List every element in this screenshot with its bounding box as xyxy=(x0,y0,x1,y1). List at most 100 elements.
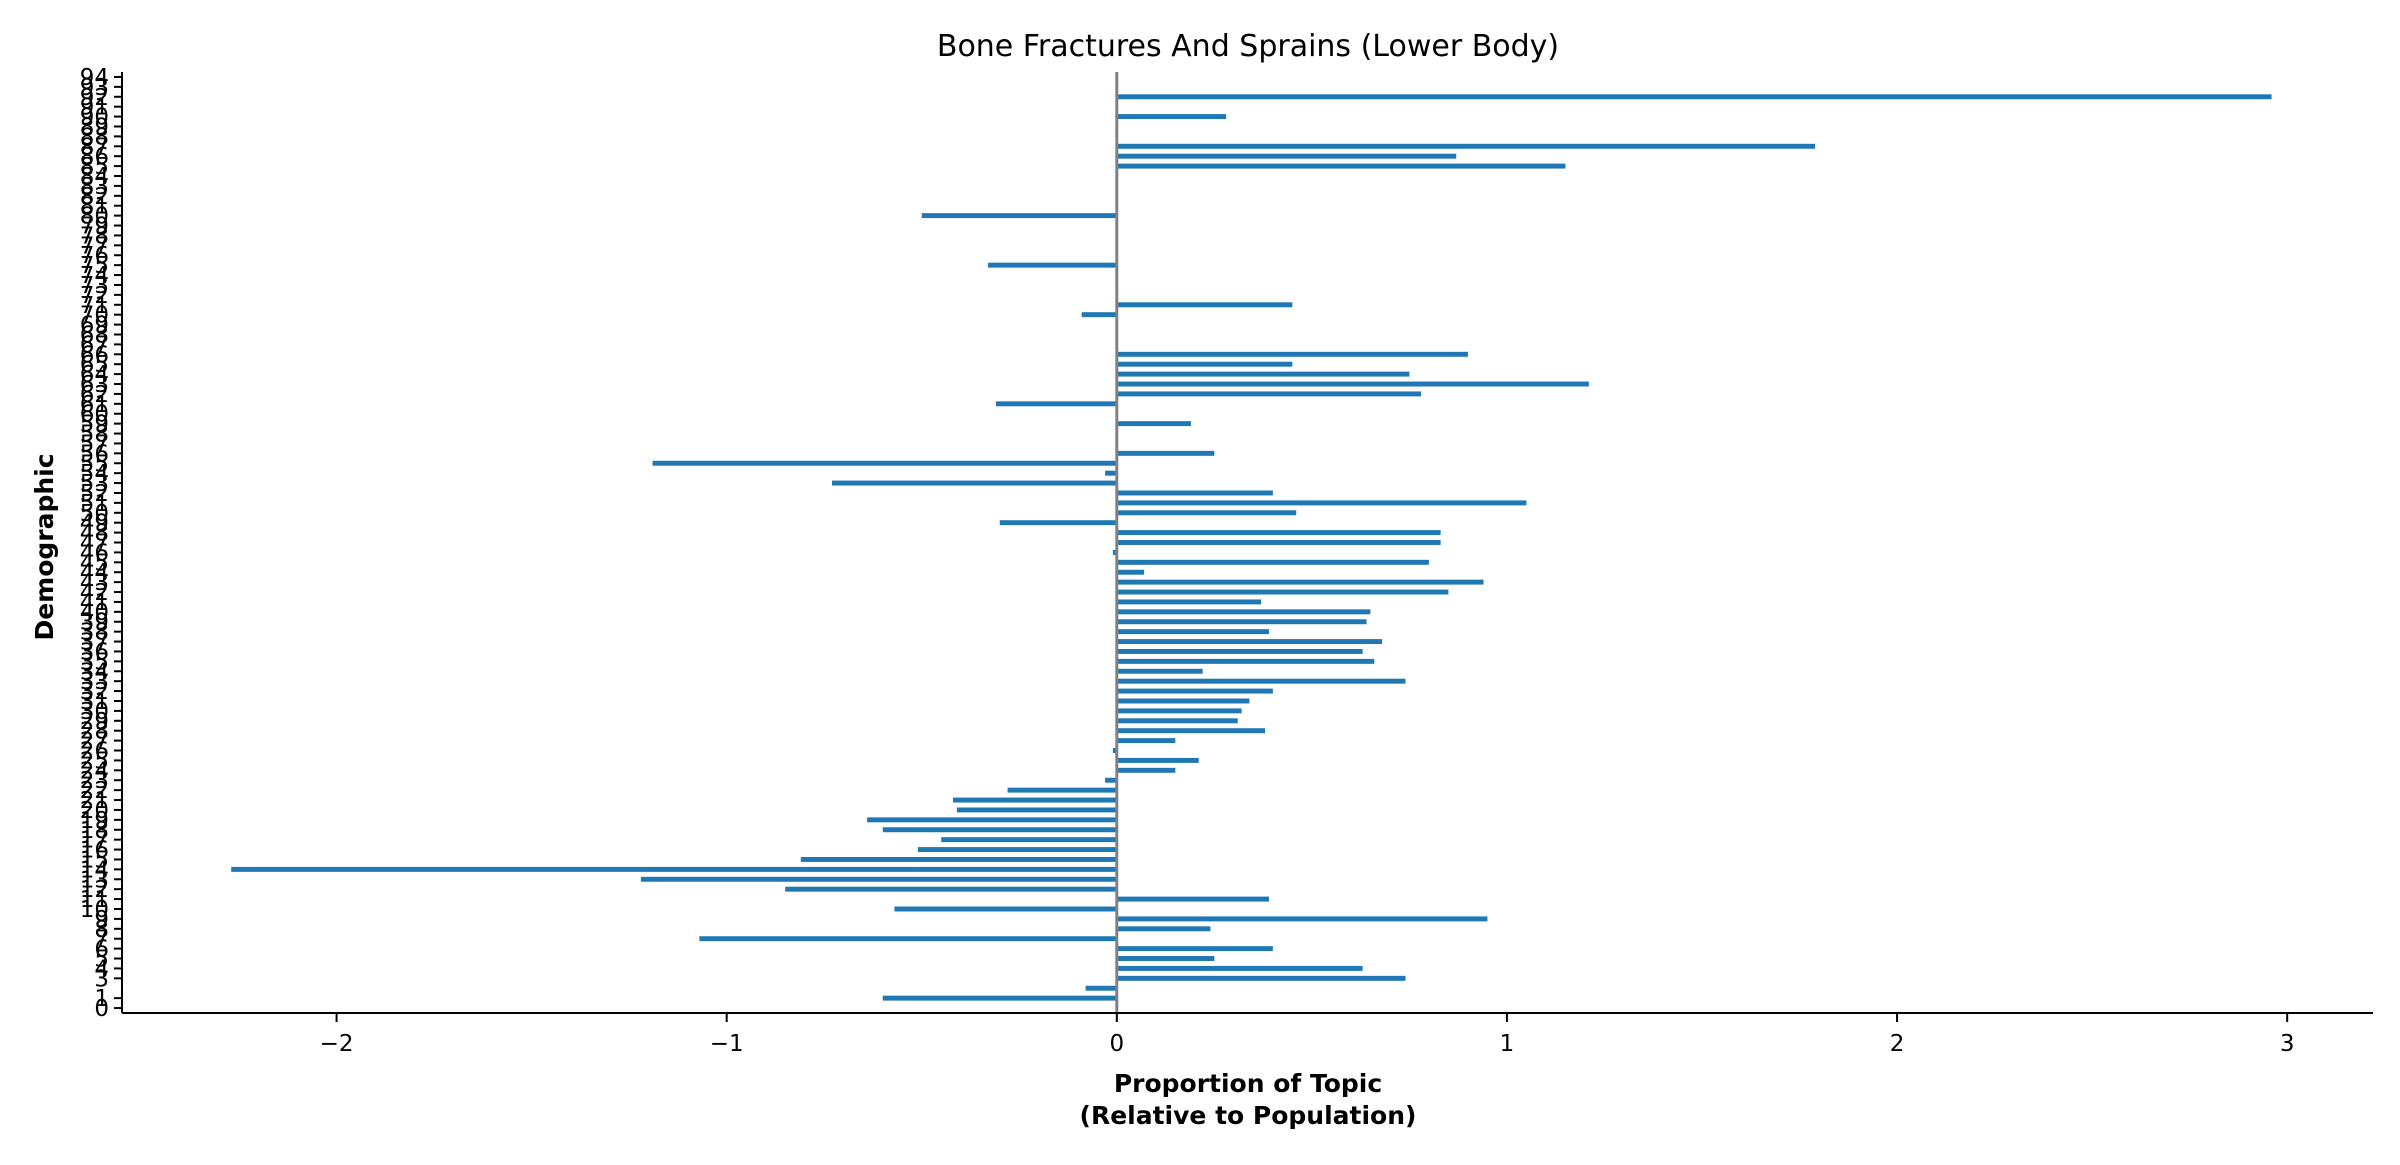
y-tick-label: 35 xyxy=(80,649,109,675)
bar-12 xyxy=(785,886,1117,892)
bar-90 xyxy=(1116,114,1227,120)
bar-44 xyxy=(1116,569,1145,575)
y-tick-label: 26 xyxy=(80,739,109,765)
y-tick-label: 76 xyxy=(80,243,109,269)
y-tick-label: 49 xyxy=(80,511,109,537)
y-tick-label: 48 xyxy=(80,521,109,547)
bar-3 xyxy=(1116,975,1406,981)
y-tick-label: 50 xyxy=(80,501,109,527)
y-ticks: 0134567891011121314151617181920212223242… xyxy=(80,65,122,1022)
y-tick-label: 18 xyxy=(80,818,109,844)
bar-7 xyxy=(699,936,1117,942)
bar-61 xyxy=(995,401,1117,407)
bar-65 xyxy=(1116,361,1293,367)
y-tick-label: 78 xyxy=(80,223,109,249)
chart-title: Bone Fractures And Sprains (Lower Body) xyxy=(937,29,1559,64)
y-tick-label: 30 xyxy=(80,699,109,725)
y-tick-label: 1 xyxy=(94,986,109,1012)
bar-64 xyxy=(1116,371,1410,377)
bars-layer xyxy=(231,94,2272,1001)
y-tick-label: 4 xyxy=(94,956,109,982)
y-tick-label: 82 xyxy=(80,184,109,210)
bar-16 xyxy=(917,847,1117,853)
y-tick-label: 80 xyxy=(80,204,109,230)
bar-48 xyxy=(1116,530,1441,536)
bar-24 xyxy=(1116,767,1176,773)
y-tick-label: 89 xyxy=(80,114,109,140)
y-tick-label: 70 xyxy=(80,303,109,329)
bar-28 xyxy=(1116,728,1266,734)
y-tick-label: 71 xyxy=(80,293,109,319)
y-tick-label: 83 xyxy=(80,174,109,200)
y-tick-label: 45 xyxy=(80,550,109,576)
y-tick-label: 87 xyxy=(80,134,109,160)
bar-80 xyxy=(921,213,1117,219)
bar-52 xyxy=(1116,490,1273,496)
y-tick-label: 61 xyxy=(80,392,109,418)
bar-59 xyxy=(1116,421,1191,427)
y-tick-label: 12 xyxy=(80,877,109,903)
y-tick-label: 38 xyxy=(80,620,109,646)
bar-66 xyxy=(1116,351,1468,357)
y-tick-label: 72 xyxy=(80,283,109,309)
y-tick-label: 67 xyxy=(80,332,109,358)
y-tick-label: 31 xyxy=(80,689,109,715)
y-tick-label: 69 xyxy=(80,313,109,339)
bar-34 xyxy=(1116,668,1203,674)
y-tick-label: 68 xyxy=(80,322,109,348)
bar-27 xyxy=(1116,738,1176,744)
bar-56 xyxy=(1116,450,1215,456)
x-tick-label: 2 xyxy=(1890,1031,1905,1057)
y-tick-label: 85 xyxy=(80,154,109,180)
y-tick-label: 47 xyxy=(80,531,109,557)
y-axis-label: Demographic xyxy=(30,453,59,640)
y-tick-label: 8 xyxy=(94,917,109,943)
y-tick-label: 20 xyxy=(80,798,109,824)
y-tick-label: 14 xyxy=(80,857,109,883)
y-tick-label: 53 xyxy=(80,471,109,497)
bar-17 xyxy=(941,837,1117,843)
y-tick-label: 75 xyxy=(80,253,109,279)
bar-20 xyxy=(956,807,1117,813)
y-tick-label: 24 xyxy=(80,758,109,784)
y-tick-label: 10 xyxy=(80,897,109,923)
y-tick-label: 17 xyxy=(80,828,109,854)
y-tick-label: 90 xyxy=(80,105,109,131)
bar-37 xyxy=(1116,639,1383,645)
bar-42 xyxy=(1116,589,1449,595)
y-tick-label: 79 xyxy=(80,214,109,240)
bar-14 xyxy=(231,866,1117,872)
y-tick-label: 27 xyxy=(80,729,109,755)
x-tick-label: −2 xyxy=(320,1031,354,1057)
bar-53 xyxy=(832,480,1117,486)
bar-10 xyxy=(894,906,1117,912)
y-tick-label: 22 xyxy=(80,778,109,804)
y-tick-label: 6 xyxy=(94,937,109,963)
bar-50 xyxy=(1116,510,1297,516)
bar-18 xyxy=(882,827,1117,833)
bar-63 xyxy=(1116,381,1589,387)
y-tick-label: 92 xyxy=(80,85,109,111)
bar-75 xyxy=(988,262,1117,268)
y-tick-label: 0 xyxy=(94,996,109,1022)
bar-43 xyxy=(1116,579,1484,585)
y-tick-label: 5 xyxy=(94,947,109,973)
bar-71 xyxy=(1116,302,1293,308)
y-tick-label: 64 xyxy=(80,362,109,388)
y-tick-label: 40 xyxy=(80,600,109,626)
bar-6 xyxy=(1116,946,1273,952)
y-tick-label: 21 xyxy=(80,788,109,814)
y-tick-label: 62 xyxy=(80,382,109,408)
bar-4 xyxy=(1116,965,1363,971)
bar-11 xyxy=(1116,896,1269,902)
y-tick-label: 15 xyxy=(80,847,109,873)
bar-2 xyxy=(1085,985,1117,991)
y-tick-label: 77 xyxy=(80,233,109,259)
bar-36 xyxy=(1116,648,1363,654)
y-tick-label: 16 xyxy=(80,838,109,864)
y-tick-label: 33 xyxy=(80,669,109,695)
bar-49 xyxy=(999,520,1117,526)
y-tick-label: 60 xyxy=(80,402,109,428)
bar-5 xyxy=(1116,956,1215,961)
